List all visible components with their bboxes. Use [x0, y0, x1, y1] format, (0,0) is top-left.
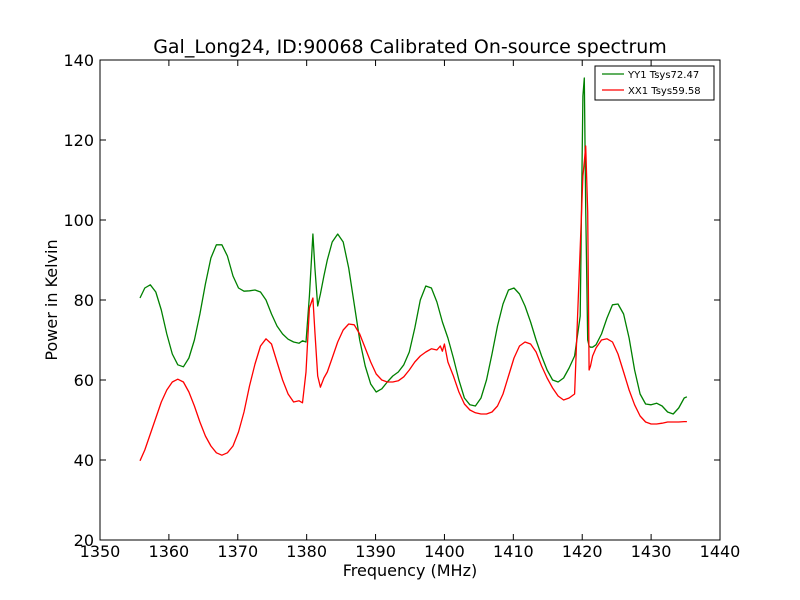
legend-box — [594, 65, 715, 101]
y-tick-label: 20 — [74, 531, 94, 550]
legend-label-xx1: XX1 Tsys59.58 — [628, 86, 701, 97]
x-axis-label: Frequency (MHz) — [343, 561, 477, 580]
x-tick-label: 1390 — [355, 542, 396, 561]
plot-area — [100, 60, 720, 540]
series-layer — [139, 77, 688, 462]
x-tick-label: 1400 — [424, 542, 465, 561]
x-tick-label: 1440 — [700, 542, 741, 561]
x-tick-label: 1420 — [562, 542, 603, 561]
y-tick-label: 140 — [63, 51, 94, 70]
chart-title: Gal_Long24, ID:90068 Calibrated On-sourc… — [153, 36, 667, 58]
x-tick-label: 1360 — [149, 542, 190, 561]
x-tick-label: 1410 — [493, 542, 534, 561]
x-tick-label: 1350 — [80, 542, 121, 561]
x-tick-label: 1370 — [217, 542, 258, 561]
legend-label-yy1: YY1 Tsys72.47 — [627, 70, 699, 81]
y-tick-label: 100 — [63, 211, 94, 230]
y-tick-label: 60 — [74, 371, 94, 390]
y-axis-label: Power in Kelvin — [42, 239, 61, 360]
y-tick-label: 120 — [63, 131, 94, 150]
x-axis: 1350 1360 1370 1380 1390 1400 1410 1420 1430 1440 — [80, 60, 741, 561]
y-tick-label: 40 — [74, 451, 94, 470]
y-axis: 20 40 60 80 100 120 140 — [63, 51, 720, 550]
x-tick-label: 1380 — [286, 542, 327, 561]
y-tick-label: 80 — [74, 291, 94, 310]
legend: YY1 Tsys72.47 XX1 Tsys59.58 — [594, 65, 715, 101]
series-line-yy1 — [139, 77, 688, 415]
series-line-xx1 — [139, 145, 687, 462]
x-tick-label: 1430 — [631, 542, 672, 561]
